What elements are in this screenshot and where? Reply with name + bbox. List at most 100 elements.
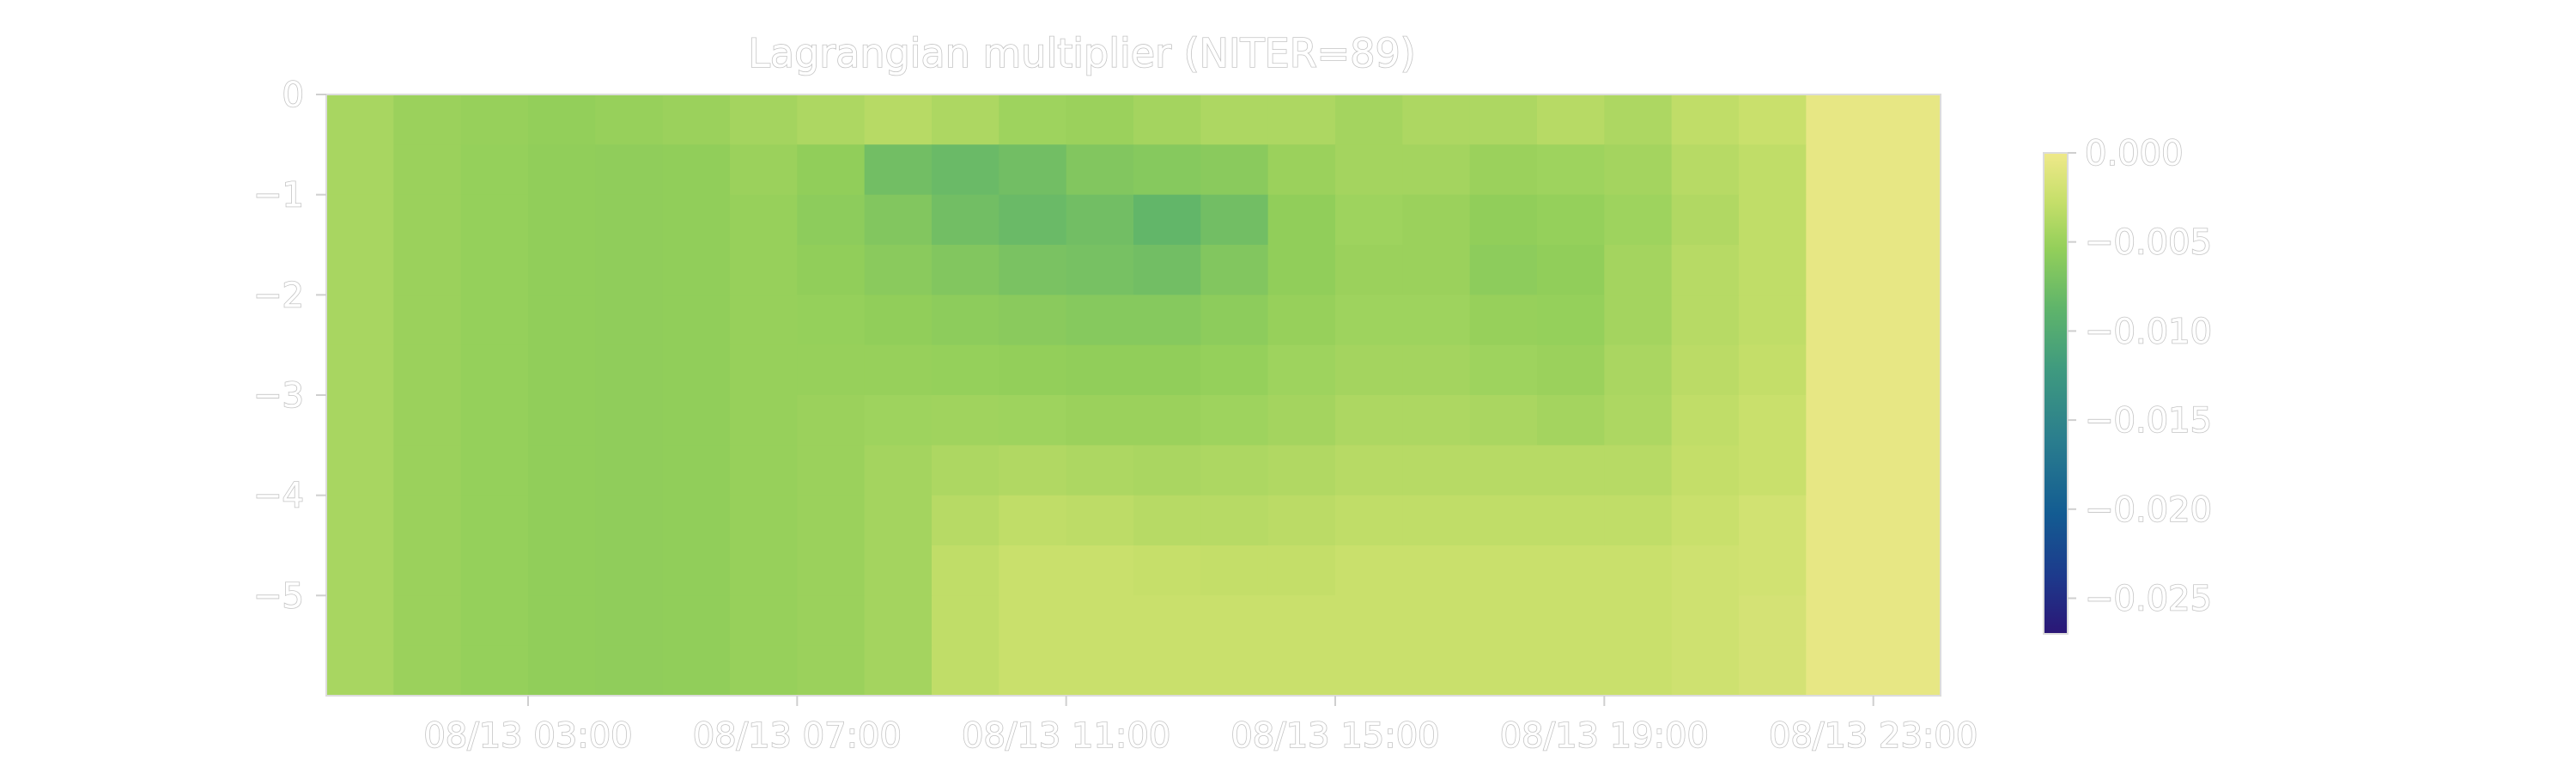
heatmap-cell [1066, 445, 1134, 496]
heatmap-cell [1537, 545, 1605, 596]
heatmap-cell [1873, 545, 1941, 596]
heatmap-cell [1402, 245, 1471, 295]
heatmap-cell [1537, 395, 1605, 446]
heatmap-cell [1806, 395, 1874, 446]
heatmap-cell [797, 395, 866, 446]
heatmap-cell [662, 295, 731, 346]
heatmap-cell [1806, 94, 1874, 145]
heatmap-cell [1335, 144, 1403, 196]
heatmap-cell [1200, 245, 1269, 295]
heatmap-cell [1671, 445, 1740, 496]
heatmap-cell [1066, 144, 1134, 196]
heatmap-cell [1133, 94, 1201, 145]
heatmap-cell [528, 495, 596, 546]
heatmap-cell [1671, 595, 1740, 647]
heatmap-cell [1739, 194, 1807, 246]
heatmap-cell [1873, 344, 1941, 396]
heatmap-cell [662, 645, 731, 697]
heatmap-cell [999, 595, 1067, 647]
heatmap-cell [1402, 395, 1471, 446]
heatmap-cell [932, 344, 999, 396]
heatmap-cell [662, 495, 731, 546]
colorbar-tick-label: 0.000 [2085, 134, 2184, 173]
heatmap-cell [1537, 295, 1605, 346]
heatmap-cell [1335, 545, 1403, 596]
heatmap-cell [797, 645, 866, 697]
heatmap-cell [1200, 445, 1269, 496]
heatmap-cell [1200, 144, 1269, 196]
heatmap-cell [730, 344, 798, 396]
heatmap-cell [662, 545, 731, 596]
heatmap-cell [1267, 595, 1336, 647]
heatmap-cell [864, 144, 933, 196]
heatmap-cell [1873, 144, 1941, 196]
heatmap-cell [326, 344, 394, 396]
heatmap-cell [528, 445, 596, 496]
heatmap-cell [393, 295, 462, 346]
colorbar-tick-label: −0.005 [2085, 223, 2212, 263]
heatmap-cell [1267, 445, 1336, 496]
heatmap-cell [932, 144, 999, 196]
colorbar-tick-label: −0.015 [2085, 401, 2212, 441]
heatmap-cell [460, 445, 529, 496]
heatmap-cell [662, 344, 731, 396]
heatmap-cell [864, 545, 933, 596]
heatmap-cell [1537, 94, 1605, 145]
heatmap-cell [1402, 94, 1471, 145]
heatmap-cell [999, 495, 1067, 546]
heatmap-cell [1133, 245, 1201, 295]
heatmap-cell [1267, 545, 1336, 596]
heatmap-cell [1267, 94, 1336, 145]
heatmap-cell [1402, 495, 1471, 546]
heatmap-cell [1066, 495, 1134, 546]
heatmap-cell [1806, 645, 1874, 697]
heatmap-cell [1671, 545, 1740, 596]
heatmap-cell [662, 395, 731, 446]
heatmap-cell [1604, 194, 1673, 246]
heatmap-cell [999, 295, 1067, 346]
y-tick-label: −1 [253, 176, 304, 216]
heatmap-cell [326, 495, 394, 546]
heatmap-cell [1200, 395, 1269, 446]
heatmap-cell [595, 445, 664, 496]
heatmap-cell [1806, 144, 1874, 196]
heatmap-cell [460, 245, 529, 295]
heatmap-cell [460, 144, 529, 196]
heatmap-cell [1739, 245, 1807, 295]
heatmap-cell [1066, 295, 1134, 346]
heatmap-cell [1537, 344, 1605, 396]
heatmap-cell [1402, 295, 1471, 346]
heatmap-cell [1537, 194, 1605, 246]
heatmap-cell [1671, 94, 1740, 145]
heatmap-cell [595, 94, 664, 145]
heatmap-cell [1537, 645, 1605, 697]
heatmap-cell [460, 94, 529, 145]
y-tick-label: −4 [253, 477, 304, 516]
heatmap-cell [932, 545, 999, 596]
heatmap-cell [1671, 495, 1740, 546]
heatmap-cell [797, 194, 866, 246]
heatmap-cell [1671, 295, 1740, 346]
heatmap-cell [528, 645, 596, 697]
heatmap-cell [797, 545, 866, 596]
heatmap-cell [1335, 645, 1403, 697]
heatmap-cell [730, 144, 798, 196]
heatmap-cell [460, 194, 529, 246]
heatmap-cell [999, 645, 1067, 697]
x-tick-label: 08/13 23:00 [1769, 716, 1978, 756]
heatmap-cell [1133, 395, 1201, 446]
heatmap-cell [1133, 194, 1201, 246]
heatmap-cell [1200, 495, 1269, 546]
heatmap-cell [932, 245, 999, 295]
heatmap-cell [1537, 495, 1605, 546]
heatmap-cell [393, 495, 462, 546]
heatmap-cell [797, 445, 866, 496]
heatmap-cell [1335, 245, 1403, 295]
heatmap-cell [393, 445, 462, 496]
heatmap-cell [1133, 595, 1201, 647]
heatmap-cell [1671, 344, 1740, 396]
heatmap-cell [1469, 94, 1538, 145]
heatmap-cell [1066, 94, 1134, 145]
heatmap-cell [864, 94, 933, 145]
heatmap-cell [595, 545, 664, 596]
